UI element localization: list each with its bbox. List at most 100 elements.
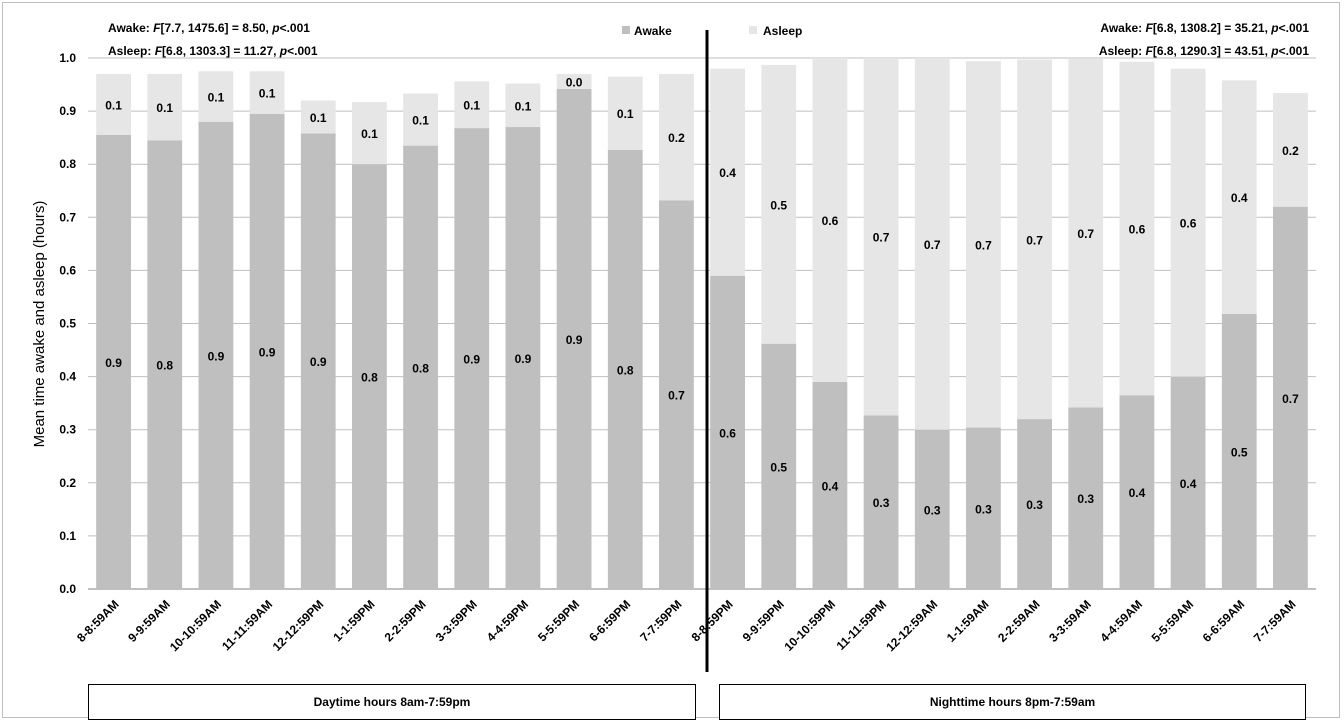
stat-left-awake-pvalue: <.001 bbox=[280, 21, 311, 35]
x-category-label: 9-9:59AM bbox=[125, 597, 173, 645]
x-category-label: 9-9:59PM bbox=[740, 597, 787, 644]
data-label-asleep: 0.1 bbox=[412, 114, 429, 128]
data-label-asleep: 0.0 bbox=[566, 75, 583, 89]
x-category-label: 12-12:59AM bbox=[883, 597, 940, 654]
bar-asleep bbox=[147, 73, 183, 141]
x-category-label: 5-5:59AM bbox=[1149, 597, 1197, 645]
bar-asleep bbox=[607, 76, 643, 150]
group-box-nighttime: Nighttime hours 8pm-7:59am bbox=[719, 684, 1306, 720]
stat-left-asleep-values: [6.8, 1303.3] = 11.27, bbox=[162, 44, 280, 58]
legend: Awake Asleep bbox=[622, 24, 802, 38]
x-category-label: 7-7:59PM bbox=[637, 597, 684, 644]
bar-asleep bbox=[1273, 93, 1308, 207]
stat-left-awake-p: p bbox=[271, 21, 279, 35]
y-tick-label: 0.4 bbox=[59, 370, 76, 384]
data-label-awake: 0.9 bbox=[208, 349, 225, 363]
data-label-asleep: 0.5 bbox=[770, 198, 787, 212]
bar-awake bbox=[607, 149, 643, 589]
bar-asleep bbox=[812, 58, 848, 382]
bar-awake bbox=[863, 415, 899, 589]
data-label-awake: 0.9 bbox=[259, 345, 276, 359]
legend-label-awake: Awake bbox=[634, 24, 672, 38]
data-label-awake: 0.3 bbox=[873, 496, 890, 510]
bar-asleep bbox=[454, 81, 490, 129]
y-tick-label: 0.6 bbox=[59, 263, 76, 277]
data-label-awake: 0.3 bbox=[1077, 492, 1094, 506]
x-category-label: 10-10:59PM bbox=[781, 597, 838, 654]
data-label-asleep: 0.1 bbox=[105, 98, 122, 112]
data-label-asleep: 0.6 bbox=[1180, 217, 1197, 231]
bar-asleep bbox=[352, 102, 387, 165]
y-tick-labels: 0.0 0.1 0.2 0.3 0.4 0.5 0.6 0.7 0.8 0.9 1.0 bbox=[59, 51, 76, 596]
data-label-asleep: 0.7 bbox=[924, 238, 941, 252]
x-category-label: 1-1:59PM bbox=[330, 597, 377, 644]
data-label-awake: 0.8 bbox=[412, 361, 429, 375]
bar-asleep bbox=[761, 64, 797, 344]
x-category-label: 11-11:59PM bbox=[834, 597, 890, 653]
data-label-asleep: 0.1 bbox=[208, 90, 225, 104]
x-category-label: 12-12:59PM bbox=[270, 597, 327, 654]
stat-right-asleep-f: F bbox=[1146, 44, 1154, 58]
data-label-awake: 0.3 bbox=[1026, 498, 1043, 512]
stat-right-awake-prefix: Awake: bbox=[1100, 21, 1145, 35]
y-tick-label: 0.9 bbox=[59, 104, 76, 118]
x-category-label: 2-2:59AM bbox=[995, 597, 1043, 645]
bar-asleep bbox=[1068, 59, 1104, 408]
bar-asleep bbox=[249, 71, 285, 114]
bar-awake bbox=[812, 381, 848, 589]
data-label-asleep: 0.6 bbox=[822, 214, 839, 228]
legend-label-asleep: Asleep bbox=[763, 24, 802, 38]
stat-left-awake-f: F bbox=[153, 21, 161, 35]
data-label-awake: 0.8 bbox=[617, 363, 634, 377]
data-label-awake: 0.9 bbox=[310, 355, 327, 369]
stat-right-awake-p: p bbox=[1270, 21, 1278, 35]
bar-awake bbox=[914, 429, 950, 589]
x-category-label: 1-1:59AM bbox=[944, 597, 992, 645]
data-label-asleep: 0.2 bbox=[668, 131, 685, 145]
bar-awake bbox=[147, 140, 183, 589]
bar-asleep bbox=[556, 73, 592, 89]
bar-awake bbox=[505, 127, 541, 589]
y-tick-label: 0.2 bbox=[59, 476, 76, 490]
data-label-asleep: 0.7 bbox=[873, 231, 890, 245]
bar-awake bbox=[1017, 419, 1052, 589]
data-label-asleep: 0.4 bbox=[1231, 191, 1248, 205]
data-label-awake: 0.4 bbox=[1129, 486, 1146, 500]
y-tick-label: 0.8 bbox=[59, 157, 76, 171]
data-label-awake: 0.9 bbox=[515, 352, 532, 366]
gridlines bbox=[88, 57, 1316, 590]
stat-left-asleep-f: F bbox=[155, 44, 163, 58]
data-label-asleep: 0.1 bbox=[515, 99, 532, 113]
bar-asleep bbox=[505, 83, 541, 128]
bar-awake bbox=[300, 133, 336, 590]
x-category-label: 10-10:59AM bbox=[167, 597, 224, 654]
data-label-awake: 0.4 bbox=[822, 479, 839, 493]
bar-awake bbox=[1068, 407, 1104, 589]
bar-asleep bbox=[1119, 61, 1155, 396]
stat-left-asleep-prefix: Asleep: bbox=[108, 44, 155, 58]
x-category-label: 4-4:59AM bbox=[1097, 597, 1145, 645]
x-category-label: 6-6:59PM bbox=[586, 597, 633, 644]
stat-right-asleep-values: [6.8, 1290.3] = 43.51, bbox=[1153, 44, 1271, 58]
data-label-asleep: 0.1 bbox=[463, 99, 480, 113]
x-category-label: 4-4:59PM bbox=[484, 597, 531, 644]
bar-awake bbox=[1119, 395, 1155, 589]
data-label-awake: 0.9 bbox=[105, 356, 122, 370]
y-tick-label: 0.0 bbox=[59, 582, 76, 596]
bar-awake bbox=[710, 275, 745, 589]
data-label-asleep: 0.7 bbox=[975, 238, 992, 252]
x-category-label: 6-6:59AM bbox=[1200, 597, 1248, 645]
stat-right-asleep-pvalue: <.001 bbox=[1279, 44, 1310, 58]
data-label-awake: 0.6 bbox=[719, 426, 736, 440]
bar-asleep bbox=[1170, 68, 1206, 377]
bar-awake bbox=[96, 134, 131, 589]
data-label-asleep: 0.2 bbox=[1282, 144, 1299, 158]
bar-asleep bbox=[710, 68, 745, 276]
data-label-asleep: 0.7 bbox=[1077, 227, 1094, 241]
x-category-label: 3-3:59AM bbox=[1046, 597, 1094, 645]
data-label-asleep: 0.1 bbox=[259, 87, 276, 101]
stat-left-awake-prefix: Awake: bbox=[108, 21, 153, 35]
y-axis-label: Mean time awake and asleep (hours) bbox=[31, 201, 48, 448]
bar-asleep bbox=[1017, 59, 1052, 420]
